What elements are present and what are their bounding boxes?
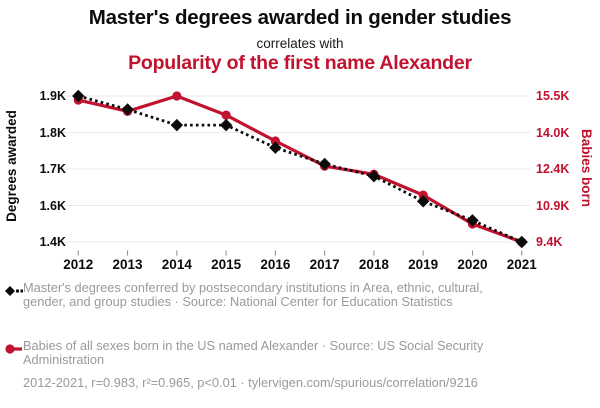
data-point-degrees [367, 170, 381, 183]
y-right-tick-label: 14.0K [536, 125, 570, 140]
data-point-degrees [72, 89, 85, 103]
page-title: Master's degrees awarded in gender studi… [88, 6, 512, 29]
x-tick-label: 2012 [63, 257, 94, 272]
x-tick-label: 2019 [408, 257, 439, 272]
chart-area: Degrees awarded Babies born 1.9K 15.5K 1.8… [0, 84, 600, 284]
data-point-babies [270, 136, 280, 146]
y-left-tick-label: 1.4K [39, 235, 66, 249]
data-point-degrees [269, 141, 282, 154]
data-point-babies [221, 110, 231, 120]
data-point-degrees [466, 214, 479, 227]
x-tick-label: 2013 [112, 257, 143, 272]
y-right-tick-label: 15.5K [536, 89, 570, 103]
y-right-tick-label: 12.4K [536, 162, 570, 176]
stats-footer: 2012-2021, r=0.983, r²=0.965, p<0.01 · t… [23, 375, 478, 390]
second-series-title: Popularity of the first name Alexander [128, 52, 472, 74]
x-tick-label: 2021 [506, 257, 537, 272]
x-tick-label: 2014 [161, 257, 192, 272]
y-axis-label-right: Babies born [579, 128, 594, 207]
series-line-degrees [77, 94, 523, 244]
circle-solid-line-icon [5, 344, 22, 354]
diamond-dotted-line-icon [5, 286, 23, 296]
data-point-degrees [170, 118, 184, 132]
data-point-degrees [318, 157, 331, 171]
x-tick-label: 2017 [309, 257, 340, 272]
x-tick-label: 2020 [457, 257, 488, 272]
legend-label-babies: Babies of all sexes born in the US named… [23, 338, 484, 368]
x-tick-label: 2015 [211, 257, 242, 272]
y-right-tick-label: 9.4K [536, 235, 563, 249]
data-point-degrees [219, 118, 233, 132]
y-left-tick-label: 1.7K [39, 162, 66, 176]
y-left-tick-label: 1.6K [39, 198, 66, 213]
correlates-with-text: correlates with [256, 36, 344, 51]
data-point-degrees [515, 235, 528, 249]
y-left-tick-label: 1.9K [39, 89, 66, 103]
legend-item-degrees: Master's degrees conferred by postsecond… [5, 280, 545, 310]
legend-item-babies: Babies of all sexes born in the US named… [5, 338, 545, 368]
y-right-tick-label: 10.9K [536, 198, 570, 213]
x-tick-label: 2016 [260, 257, 291, 272]
y-left-tick-label: 1.8K [39, 125, 66, 140]
legend-label-degrees: Master's degrees conferred by postsecond… [23, 280, 483, 310]
plot-svg [62, 89, 530, 256]
data-point-babies [172, 91, 182, 101]
x-tick-label: 2018 [358, 257, 389, 272]
data-point-degrees [121, 103, 134, 116]
